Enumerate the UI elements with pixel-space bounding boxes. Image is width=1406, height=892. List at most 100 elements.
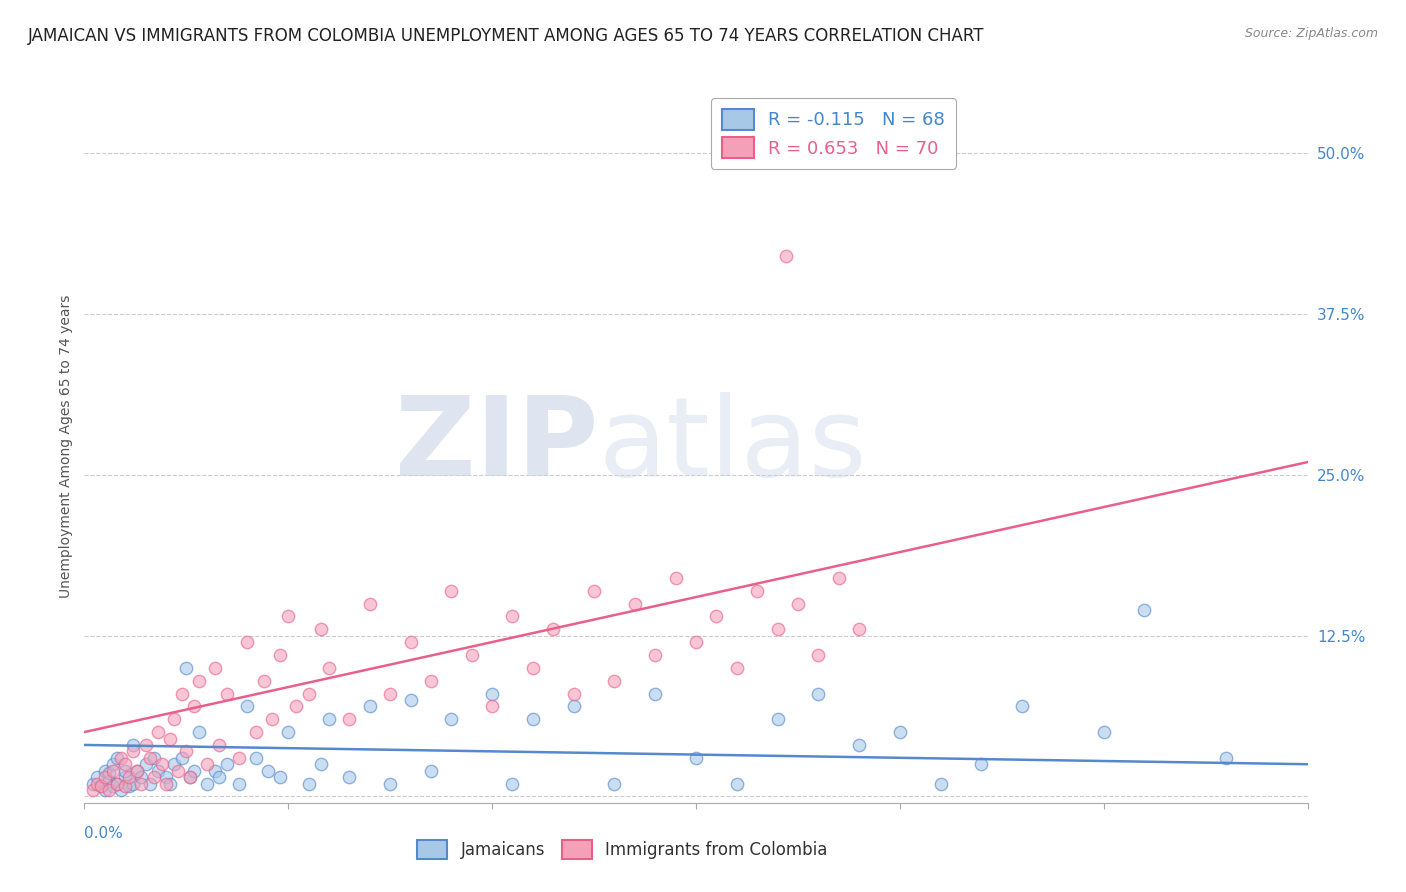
Point	[807, 648, 830, 662]
Point	[150, 757, 173, 772]
Point	[127, 764, 149, 778]
Point	[114, 757, 136, 772]
Point	[318, 712, 340, 726]
Point	[122, 776, 145, 790]
Point	[114, 770, 136, 784]
Point	[138, 776, 160, 790]
Point	[775, 249, 797, 263]
Point	[142, 770, 165, 784]
Point	[644, 686, 666, 700]
Point	[501, 609, 523, 624]
Point	[285, 699, 308, 714]
Point	[725, 776, 748, 790]
Point	[195, 757, 218, 772]
Point	[118, 770, 141, 784]
Point	[1133, 603, 1156, 617]
Point	[101, 779, 124, 793]
Point	[685, 635, 707, 649]
Point	[208, 738, 231, 752]
Point	[167, 764, 190, 778]
Point	[664, 571, 686, 585]
Point	[142, 751, 165, 765]
Point	[105, 776, 128, 790]
Point	[174, 744, 197, 758]
Point	[217, 686, 239, 700]
Point	[110, 783, 132, 797]
Point	[766, 712, 789, 726]
Point	[603, 673, 626, 688]
Point	[339, 712, 360, 726]
Text: Source: ZipAtlas.com: Source: ZipAtlas.com	[1244, 27, 1378, 40]
Point	[138, 751, 160, 765]
Point	[155, 776, 177, 790]
Point	[187, 673, 209, 688]
Point	[970, 757, 993, 772]
Point	[172, 751, 194, 765]
Point	[253, 673, 276, 688]
Point	[122, 738, 145, 752]
Point	[101, 757, 124, 772]
Point	[277, 725, 299, 739]
Point	[97, 766, 120, 780]
Y-axis label: Unemployment Among Ages 65 to 74 years: Unemployment Among Ages 65 to 74 years	[59, 294, 73, 598]
Point	[747, 583, 769, 598]
Point	[481, 686, 503, 700]
Point	[725, 661, 748, 675]
Point	[277, 609, 299, 624]
Point	[90, 779, 112, 793]
Point	[183, 764, 205, 778]
Point	[359, 699, 381, 714]
Point	[582, 583, 605, 598]
Point	[309, 622, 332, 636]
Point	[704, 609, 728, 624]
Point	[105, 751, 128, 765]
Point	[309, 757, 332, 772]
Point	[440, 712, 463, 726]
Point	[644, 648, 666, 662]
Point	[827, 571, 849, 585]
Point	[807, 686, 830, 700]
Point	[146, 764, 169, 778]
Point	[359, 597, 381, 611]
Point	[93, 783, 115, 797]
Point	[163, 712, 186, 726]
Point	[135, 738, 157, 752]
Point	[159, 776, 181, 790]
Point	[172, 686, 194, 700]
Point	[179, 770, 201, 784]
Point	[522, 712, 544, 726]
Point	[766, 622, 789, 636]
Point	[461, 648, 484, 662]
Point	[787, 597, 810, 611]
Legend: Jamaicans, Immigrants from Colombia: Jamaicans, Immigrants from Colombia	[411, 833, 834, 866]
Point	[380, 776, 402, 790]
Text: JAMAICAN VS IMMIGRANTS FROM COLOMBIA UNEMPLOYMENT AMONG AGES 65 TO 74 YEARS CORR: JAMAICAN VS IMMIGRANTS FROM COLOMBIA UNE…	[28, 27, 984, 45]
Point	[562, 699, 585, 714]
Point	[131, 770, 153, 784]
Point	[90, 779, 112, 793]
Point	[86, 770, 108, 784]
Point	[114, 764, 136, 778]
Point	[562, 686, 585, 700]
Point	[183, 699, 205, 714]
Point	[122, 744, 145, 758]
Point	[114, 779, 136, 793]
Point	[420, 673, 443, 688]
Point	[603, 776, 626, 790]
Point	[848, 622, 870, 636]
Point	[86, 776, 108, 790]
Point	[260, 712, 283, 726]
Point	[269, 648, 291, 662]
Point	[82, 776, 104, 790]
Point	[848, 738, 870, 752]
Point	[208, 770, 231, 784]
Point	[1011, 699, 1033, 714]
Point	[399, 693, 422, 707]
Point	[380, 686, 402, 700]
Point	[204, 661, 226, 675]
Point	[93, 770, 115, 784]
Text: ZIP: ZIP	[395, 392, 598, 500]
Point	[236, 699, 259, 714]
Point	[217, 757, 239, 772]
Point	[179, 770, 201, 784]
